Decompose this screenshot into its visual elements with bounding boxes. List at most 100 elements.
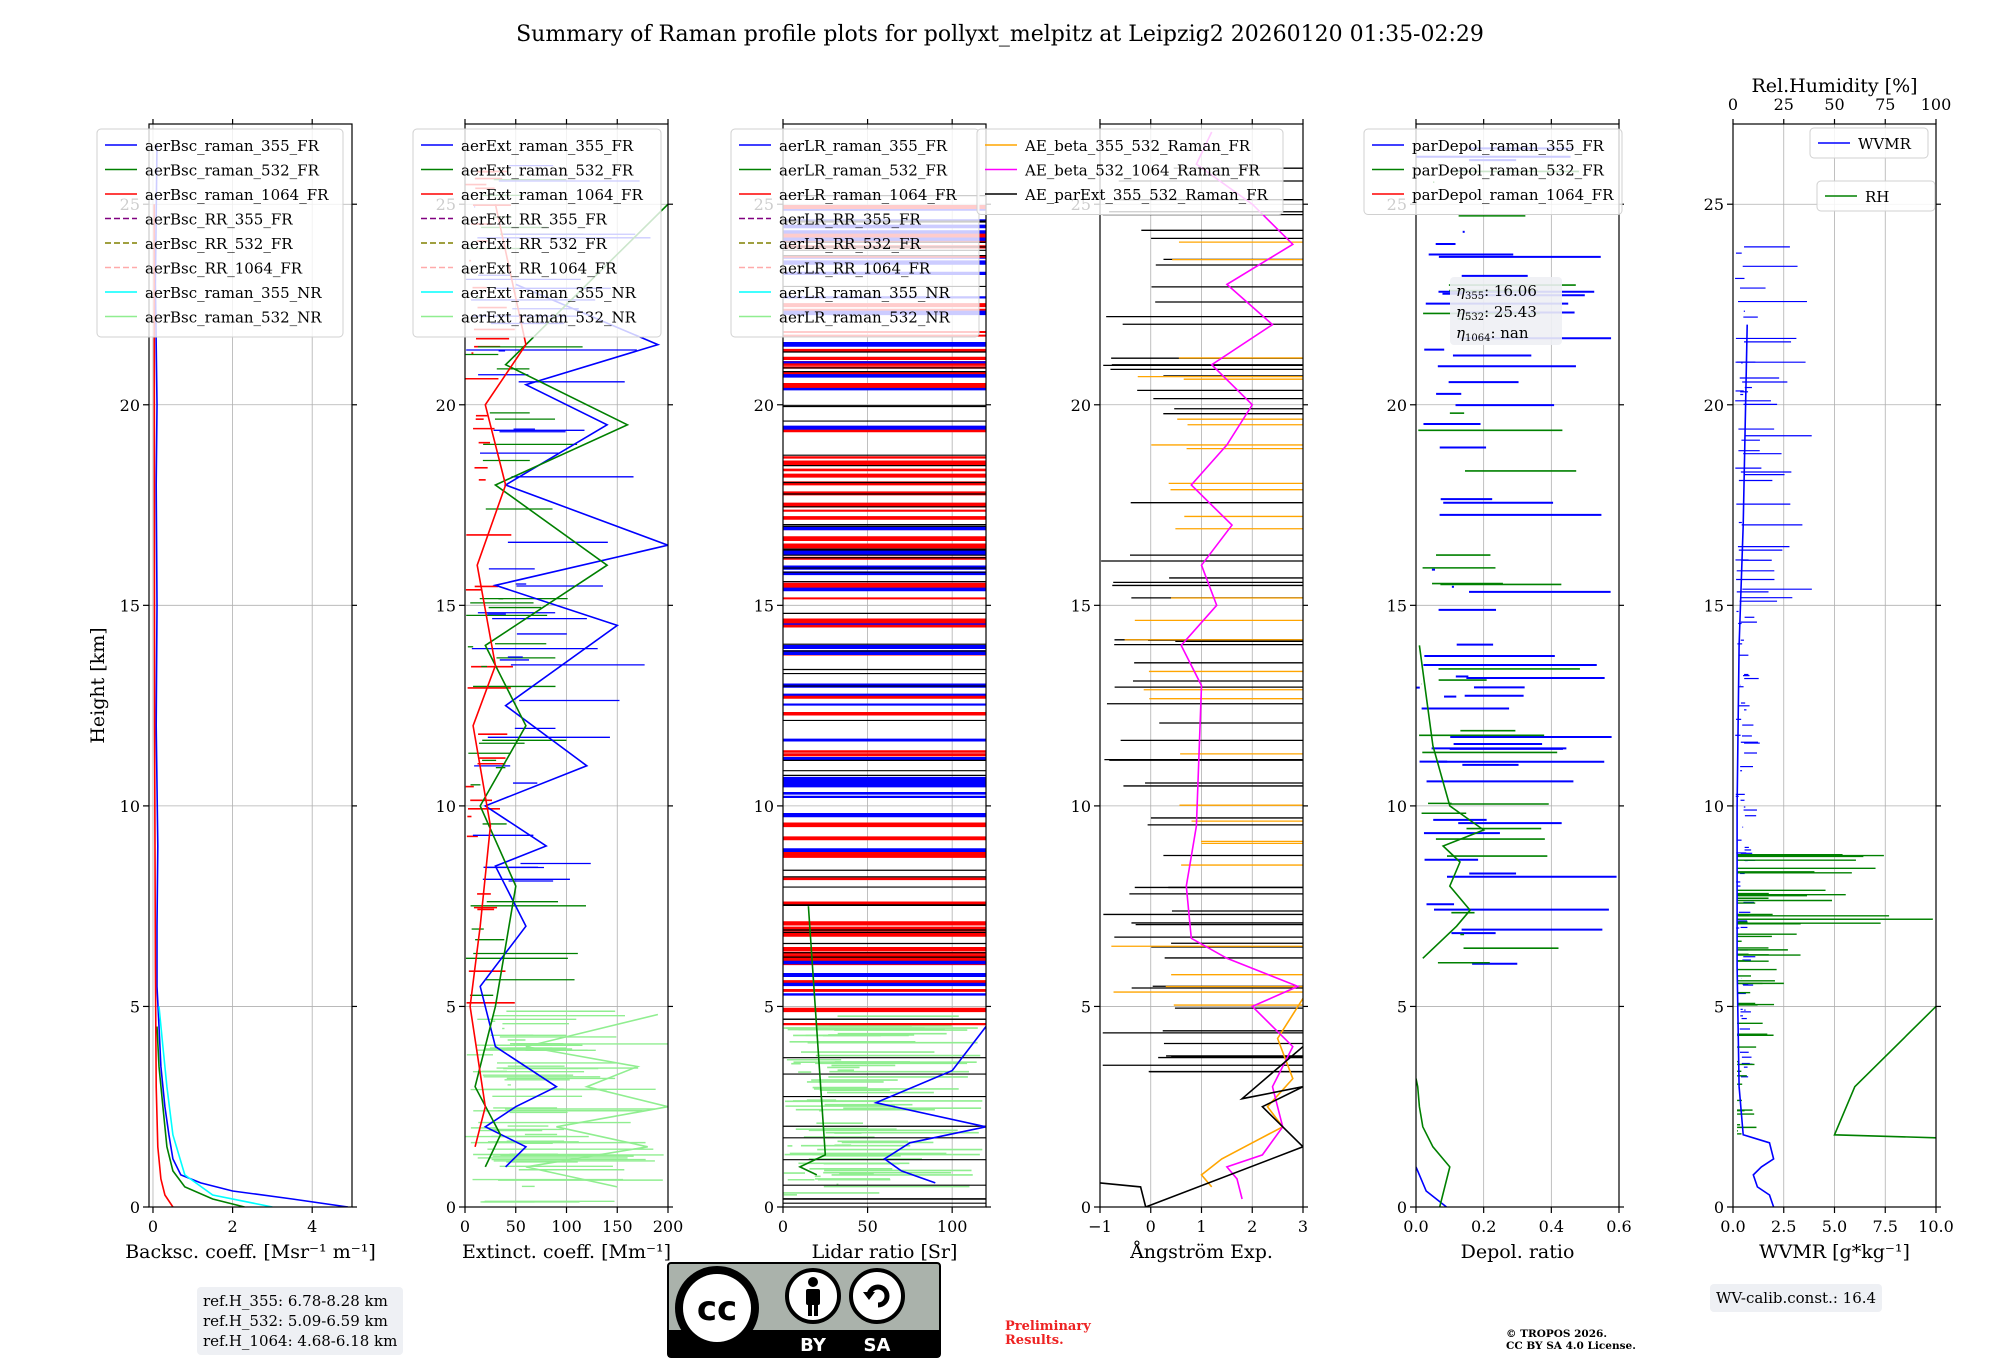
x-tick-label: 7.5 bbox=[1873, 1217, 1898, 1236]
data-layer bbox=[1735, 246, 1936, 1207]
ref-height-355: ref.H_355: 6.78-8.28 km bbox=[203, 1292, 388, 1310]
series-aerLR_raman_355_FR bbox=[873, 1026, 986, 1184]
top-x-tick-label: 25 bbox=[1774, 95, 1794, 114]
preliminary-note: Preliminary Results. bbox=[1005, 1320, 1091, 1348]
legend-angstrom: AE_beta_355_532_Raman_FR AE_beta_532_1064… bbox=[976, 128, 1284, 215]
series-parDepol_raman_355_FR bbox=[1416, 1166, 1447, 1207]
legend-label: parDepol_raman_532_FR bbox=[1412, 162, 1605, 180]
x-tick-label: 200 bbox=[653, 1217, 684, 1236]
y-tick-label: 20 bbox=[1071, 396, 1091, 415]
y-tick-label: 5 bbox=[764, 997, 774, 1016]
top-x-tick-label: 100 bbox=[1921, 95, 1952, 114]
x-tick-label: 4 bbox=[307, 1217, 317, 1236]
y-tick-label: 10 bbox=[120, 797, 140, 816]
x-axis-label: Backsc. coeff. [Msr⁻¹ m⁻¹] bbox=[125, 1241, 376, 1263]
y-tick-label: 15 bbox=[754, 596, 774, 615]
panel-lidar_ratio: 0510152025050100Lidar ratio [Sr]aerLR_ra… bbox=[730, 119, 991, 1263]
series-aerLR_raman_532_FR bbox=[798, 906, 827, 1176]
copyright-line-2: CC BY SA 4.0 License. bbox=[1506, 1340, 1636, 1352]
legend-label: aerLR_raman_532_FR bbox=[779, 162, 948, 180]
series-aerExt_raman_355_FR bbox=[479, 283, 668, 1168]
legend-label: aerBsc_raman_532_FR bbox=[145, 162, 320, 180]
legend-label: aerBsc_raman_1064_FR bbox=[145, 186, 329, 204]
wv-calib-const: WV-calib.const.: 16.4 bbox=[1716, 1289, 1877, 1307]
y-tick-label: 20 bbox=[436, 396, 456, 415]
legend-label: aerBsc_raman_355_FR bbox=[145, 137, 320, 155]
panel-extinction: 0510152025050100150200Extinct. coeff. [M… bbox=[412, 119, 684, 1263]
x-axis-label: Extinct. coeff. [Mm⁻¹] bbox=[462, 1241, 671, 1263]
data-layer bbox=[153, 144, 349, 1207]
legend-label: aerLR_RR_532_FR bbox=[779, 235, 921, 253]
series-RH bbox=[1833, 1005, 1936, 1139]
y-tick-label: 15 bbox=[436, 596, 456, 615]
legend-box bbox=[1816, 180, 1936, 212]
y-tick-label: 15 bbox=[120, 596, 140, 615]
x-axis-label: Depol. ratio bbox=[1461, 1241, 1575, 1263]
series-AE_parExt_355_532_Raman_FR bbox=[1100, 1045, 1303, 1207]
legend-box bbox=[1809, 127, 1929, 159]
legend-label: aerLR_raman_532_NR bbox=[779, 309, 950, 327]
legend-label: aerLR_raman_1064_FR bbox=[779, 186, 957, 204]
y-tick-label: 5 bbox=[446, 997, 456, 1016]
series-AE_beta_532_1064_Raman_FR bbox=[1180, 131, 1300, 1200]
series-aerBsc_raman_355_FR bbox=[154, 144, 349, 1207]
y-tick-label: 20 bbox=[1704, 396, 1724, 415]
cc-icon: cc bbox=[675, 1266, 759, 1350]
legend-box bbox=[1363, 128, 1623, 215]
x-tick-label: 0 bbox=[778, 1217, 788, 1236]
ref-height-532: ref.H_532: 5.09-6.59 km bbox=[203, 1312, 388, 1330]
y-tick-label: 15 bbox=[1071, 596, 1091, 615]
series-WVMR bbox=[1736, 324, 1775, 1207]
y-tick-label: 15 bbox=[1387, 596, 1407, 615]
x-tick-label: 0 bbox=[460, 1217, 470, 1236]
x-tick-label: 1 bbox=[1196, 1217, 1206, 1236]
x-tick-label: 2 bbox=[1247, 1217, 1257, 1236]
series-aerBsc_raman_532_FR bbox=[156, 1026, 245, 1207]
legend-label: aerBsc_RR_1064_FR bbox=[145, 260, 303, 278]
legend-label: aerBsc_RR_532_FR bbox=[145, 235, 293, 253]
legend-label: RH bbox=[1865, 188, 1889, 206]
series-parDepol_raman_532_FR_upper bbox=[1418, 645, 1486, 959]
panel-wvmr: 0 5 10 15 20 25 0.0 2.5 5.0 7.5 10.0 WVMR [g*kg⁻¹] 0… bbox=[1704, 75, 1954, 1263]
x-tick-label: 150 bbox=[602, 1217, 633, 1236]
preliminary-line-2: Results. bbox=[1005, 1333, 1064, 1348]
ref-height-1064: ref.H_1064: 4.68-6.18 km bbox=[203, 1332, 398, 1350]
x-tick-label: 2.5 bbox=[1771, 1217, 1796, 1236]
x-tick-label: 0.6 bbox=[1606, 1217, 1631, 1236]
y-tick-label: 20 bbox=[754, 396, 774, 415]
y-tick-label: 0 bbox=[130, 1198, 140, 1217]
legend-label: WVMR bbox=[1858, 135, 1912, 153]
y-axis-label: Height [km] bbox=[87, 627, 109, 743]
axes-frame bbox=[148, 123, 353, 1208]
eta-box bbox=[1450, 277, 1562, 345]
x-tick-label: 0 bbox=[1146, 1217, 1156, 1236]
legend-label: aerExt_RR_355_FR bbox=[461, 211, 608, 229]
legend-label: aerBsc_raman_532_NR bbox=[145, 309, 322, 327]
y-tick-label: 0 bbox=[1081, 1198, 1091, 1217]
legend-label: aerExt_RR_1064_FR bbox=[461, 260, 617, 278]
legend-label: aerLR_raman_355_FR bbox=[779, 137, 948, 155]
y-tick-label: 5 bbox=[130, 997, 140, 1016]
legend-lidar_ratio: aerLR_raman_355_FR aerLR_raman_532_FR aerL… bbox=[730, 128, 980, 338]
legend-box bbox=[96, 128, 344, 338]
legend-label: aerExt_RR_532_FR bbox=[461, 235, 608, 253]
legend-label: AE_parExt_355_532_Raman_FR bbox=[1024, 186, 1269, 204]
y-tick-label: 5 bbox=[1714, 997, 1724, 1016]
series-parDepol_raman_532_FR bbox=[1416, 1078, 1451, 1207]
x-tick-label: 50 bbox=[506, 1217, 526, 1236]
y-tick-label: 20 bbox=[1387, 396, 1407, 415]
y-tick-label: 25 bbox=[1704, 195, 1724, 214]
y-tick-label: 10 bbox=[1387, 797, 1407, 816]
legend-label: AE_beta_355_532_Raman_FR bbox=[1024, 137, 1251, 155]
x-tick-label: 100 bbox=[937, 1217, 968, 1236]
y-tick-label: 10 bbox=[1071, 797, 1091, 816]
y-tick-label: 15 bbox=[1704, 596, 1724, 615]
y-tick-label: 0 bbox=[1397, 1198, 1407, 1217]
top-x-tick-label: 75 bbox=[1875, 95, 1895, 114]
x-tick-label: 2 bbox=[227, 1217, 237, 1236]
top-x-axis-label: Rel.Humidity [%] bbox=[1751, 75, 1917, 97]
